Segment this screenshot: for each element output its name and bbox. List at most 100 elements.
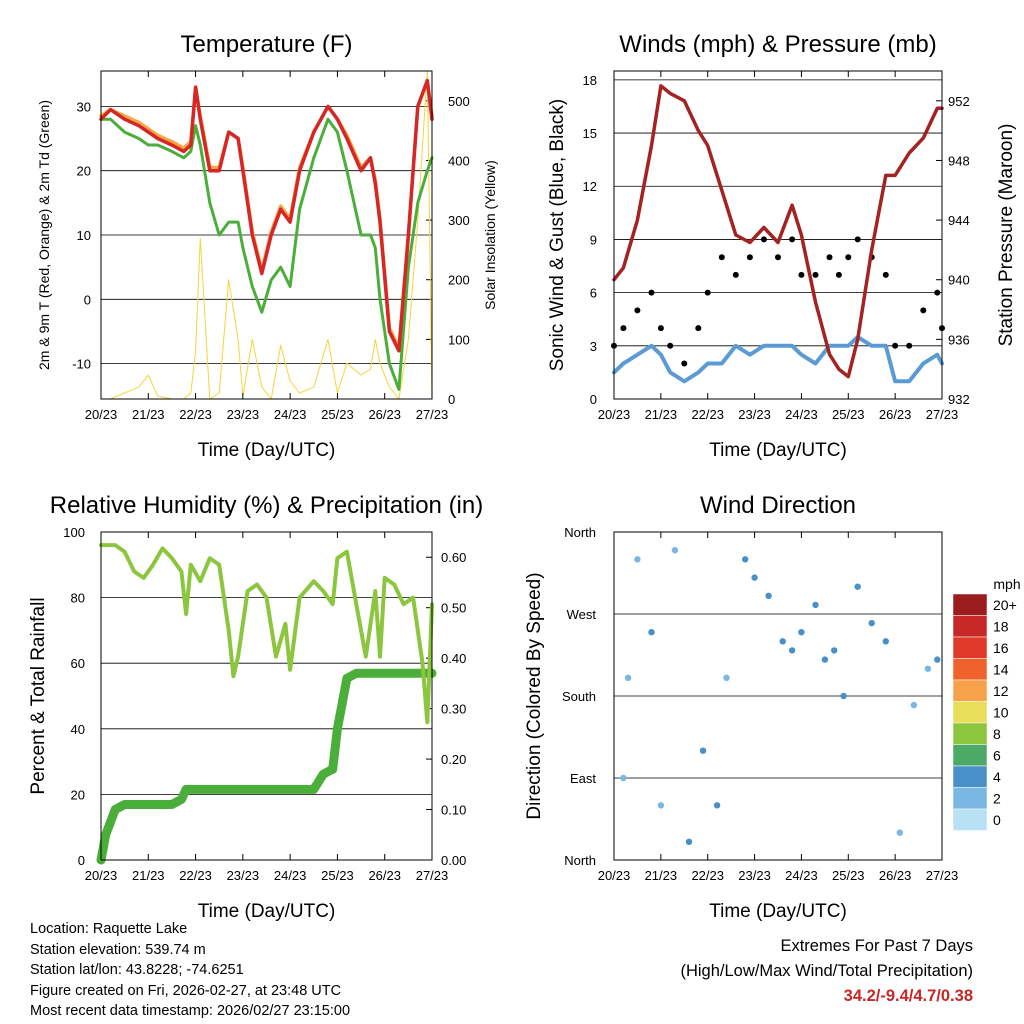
winds-gust-point xyxy=(882,271,889,278)
winds-series-pressure xyxy=(612,84,944,379)
temperature-y2-axis-label: Solar Insolation (Yellow) xyxy=(482,160,498,310)
direction-title: Wind Direction xyxy=(700,492,856,519)
direction-point xyxy=(882,638,889,645)
humidity-x-tick-label: 22/23 xyxy=(179,868,212,883)
winds-x-tick-label: 26/23 xyxy=(879,407,912,422)
temperature-x-tick-label: 25/23 xyxy=(321,407,354,422)
winds-plot-frame xyxy=(613,70,943,400)
temperature-y-tick-label: 30 xyxy=(77,99,91,114)
temperature-plot-frame xyxy=(100,70,433,400)
direction-legend-swatch xyxy=(952,636,988,659)
temperature-y-tick-label: 20 xyxy=(77,164,91,179)
winds-gust-point xyxy=(845,254,852,261)
winds-y2-axis-label: Station Pressure (Maroon) xyxy=(996,124,1017,347)
winds-y-axis-label: Sonic Wind & Gust (Blue, Black) xyxy=(547,99,568,371)
humidity-y-tick-label: 60 xyxy=(71,656,85,671)
direction-x-tick-label: 23/23 xyxy=(738,868,771,883)
humidity-x-tick-label: 25/23 xyxy=(321,868,354,883)
direction-point xyxy=(634,556,641,563)
direction-point xyxy=(648,629,655,636)
humidity-x-tick-label: 23/23 xyxy=(227,868,260,883)
winds-y-tick-label: 3 xyxy=(590,339,597,354)
direction-point xyxy=(723,674,730,681)
winds-x-tick-label: 24/23 xyxy=(785,407,818,422)
winds-gust-point xyxy=(667,342,674,349)
station-info: Location: Raquette Lake Station elevatio… xyxy=(30,919,350,1022)
direction-x-tick-label: 22/23 xyxy=(691,868,724,883)
winds-gust-point xyxy=(812,271,819,278)
direction-x-axis-label: Time (Day/UTC) xyxy=(709,901,847,922)
winds-x-tick-label: 27/23 xyxy=(926,407,959,422)
winds-gust-point xyxy=(826,254,833,261)
temperature-y2-tick-label: 300 xyxy=(448,213,470,228)
winds-gust-point xyxy=(657,325,664,332)
direction-legend-label: 2 xyxy=(993,790,1001,806)
direction-point xyxy=(657,802,665,809)
winds-y2-tick-label: 944 xyxy=(948,213,970,228)
direction-point xyxy=(868,619,875,627)
direction-point xyxy=(910,701,918,709)
direction-point xyxy=(713,802,721,809)
winds-y2-tick-label: 940 xyxy=(948,273,970,288)
direction-legend-label: 14 xyxy=(993,661,1009,677)
humidity-y-tick-label: 20 xyxy=(71,787,85,802)
direction-point xyxy=(765,592,772,599)
direction-plot-frame xyxy=(613,531,943,861)
winds-y-tick-label: 0 xyxy=(590,392,597,407)
winds-gust-point xyxy=(798,271,805,278)
temperature-x-tick-label: 20/23 xyxy=(85,407,118,422)
direction-x-tick-label: 20/23 xyxy=(598,868,631,883)
winds-gust-point xyxy=(695,325,702,332)
humidity-x-axis-label: Time (Day/UTC) xyxy=(198,901,336,922)
winds-gust-point xyxy=(934,289,941,296)
direction-legend-label: 6 xyxy=(993,747,1001,763)
winds-gust-point xyxy=(681,360,688,367)
temperature-y-tick-label: 10 xyxy=(77,228,91,243)
humidity-title: Relative Humidity (%) & Precipitation (i… xyxy=(50,492,483,519)
winds-gust-point xyxy=(732,271,739,278)
direction-x-tick-label: 26/23 xyxy=(879,868,912,883)
direction-legend-swatch xyxy=(952,722,988,745)
direction-legend-label: 20+ xyxy=(993,597,1017,613)
direction-point xyxy=(812,601,819,609)
direction-legend-title: mph xyxy=(993,576,1020,592)
winds-x-tick-label: 23/23 xyxy=(738,407,771,422)
humidity-y-tick-label: 80 xyxy=(71,591,85,606)
humidity-y-tick-label: 0 xyxy=(78,853,85,868)
direction-legend-swatch xyxy=(952,701,988,724)
winds-gust-point xyxy=(920,307,927,314)
direction-point xyxy=(798,629,805,636)
direction-point xyxy=(620,774,627,782)
direction-point xyxy=(934,656,941,663)
latest-text: Most recent data timestamp: 2026/02/27 2… xyxy=(30,1003,351,1019)
winds-y2-tick-label: 952 xyxy=(948,94,970,109)
direction-y-tick-label: South xyxy=(562,689,596,704)
direction-legend-label: 16 xyxy=(993,640,1009,656)
winds-gust-point xyxy=(854,236,861,243)
extremes-box: Extremes For Past 7 Days (High/Low/Max W… xyxy=(680,934,973,1009)
direction-x-tick-label: 24/23 xyxy=(785,868,818,883)
direction-legend-swatch xyxy=(952,593,988,616)
humidity-x-tick-label: 20/23 xyxy=(85,868,118,883)
temperature-y2-tick-label: 400 xyxy=(448,153,470,168)
winds-y2-tick-label: 932 xyxy=(948,392,970,407)
winds-gust-point xyxy=(775,254,781,261)
elevation-text: Station elevation: 539.74 m xyxy=(30,941,206,958)
direction-point xyxy=(896,829,903,836)
humidity-y2-tick-label: 0.50 xyxy=(441,601,466,616)
humidity-x-tick-label: 27/23 xyxy=(416,868,449,883)
humidity-y2-tick-label: 0.00 xyxy=(441,853,466,868)
direction-y-tick-label: East xyxy=(570,771,596,786)
winds-gust-point xyxy=(718,254,725,261)
temperature-y2-tick-label: 100 xyxy=(448,332,470,347)
temperature-y-tick-label: -10 xyxy=(72,357,91,372)
direction-legend-swatch xyxy=(952,787,988,810)
winds-y2-tick-label: 936 xyxy=(948,332,970,347)
direction-legend-swatch xyxy=(952,658,988,681)
direction-legend-swatch xyxy=(952,679,988,702)
direction-x-tick-label: 27/23 xyxy=(926,868,959,883)
winds-gust-point xyxy=(634,307,641,314)
direction-legend-label: 4 xyxy=(993,769,1001,785)
winds-series-sonic-wind xyxy=(612,334,944,384)
